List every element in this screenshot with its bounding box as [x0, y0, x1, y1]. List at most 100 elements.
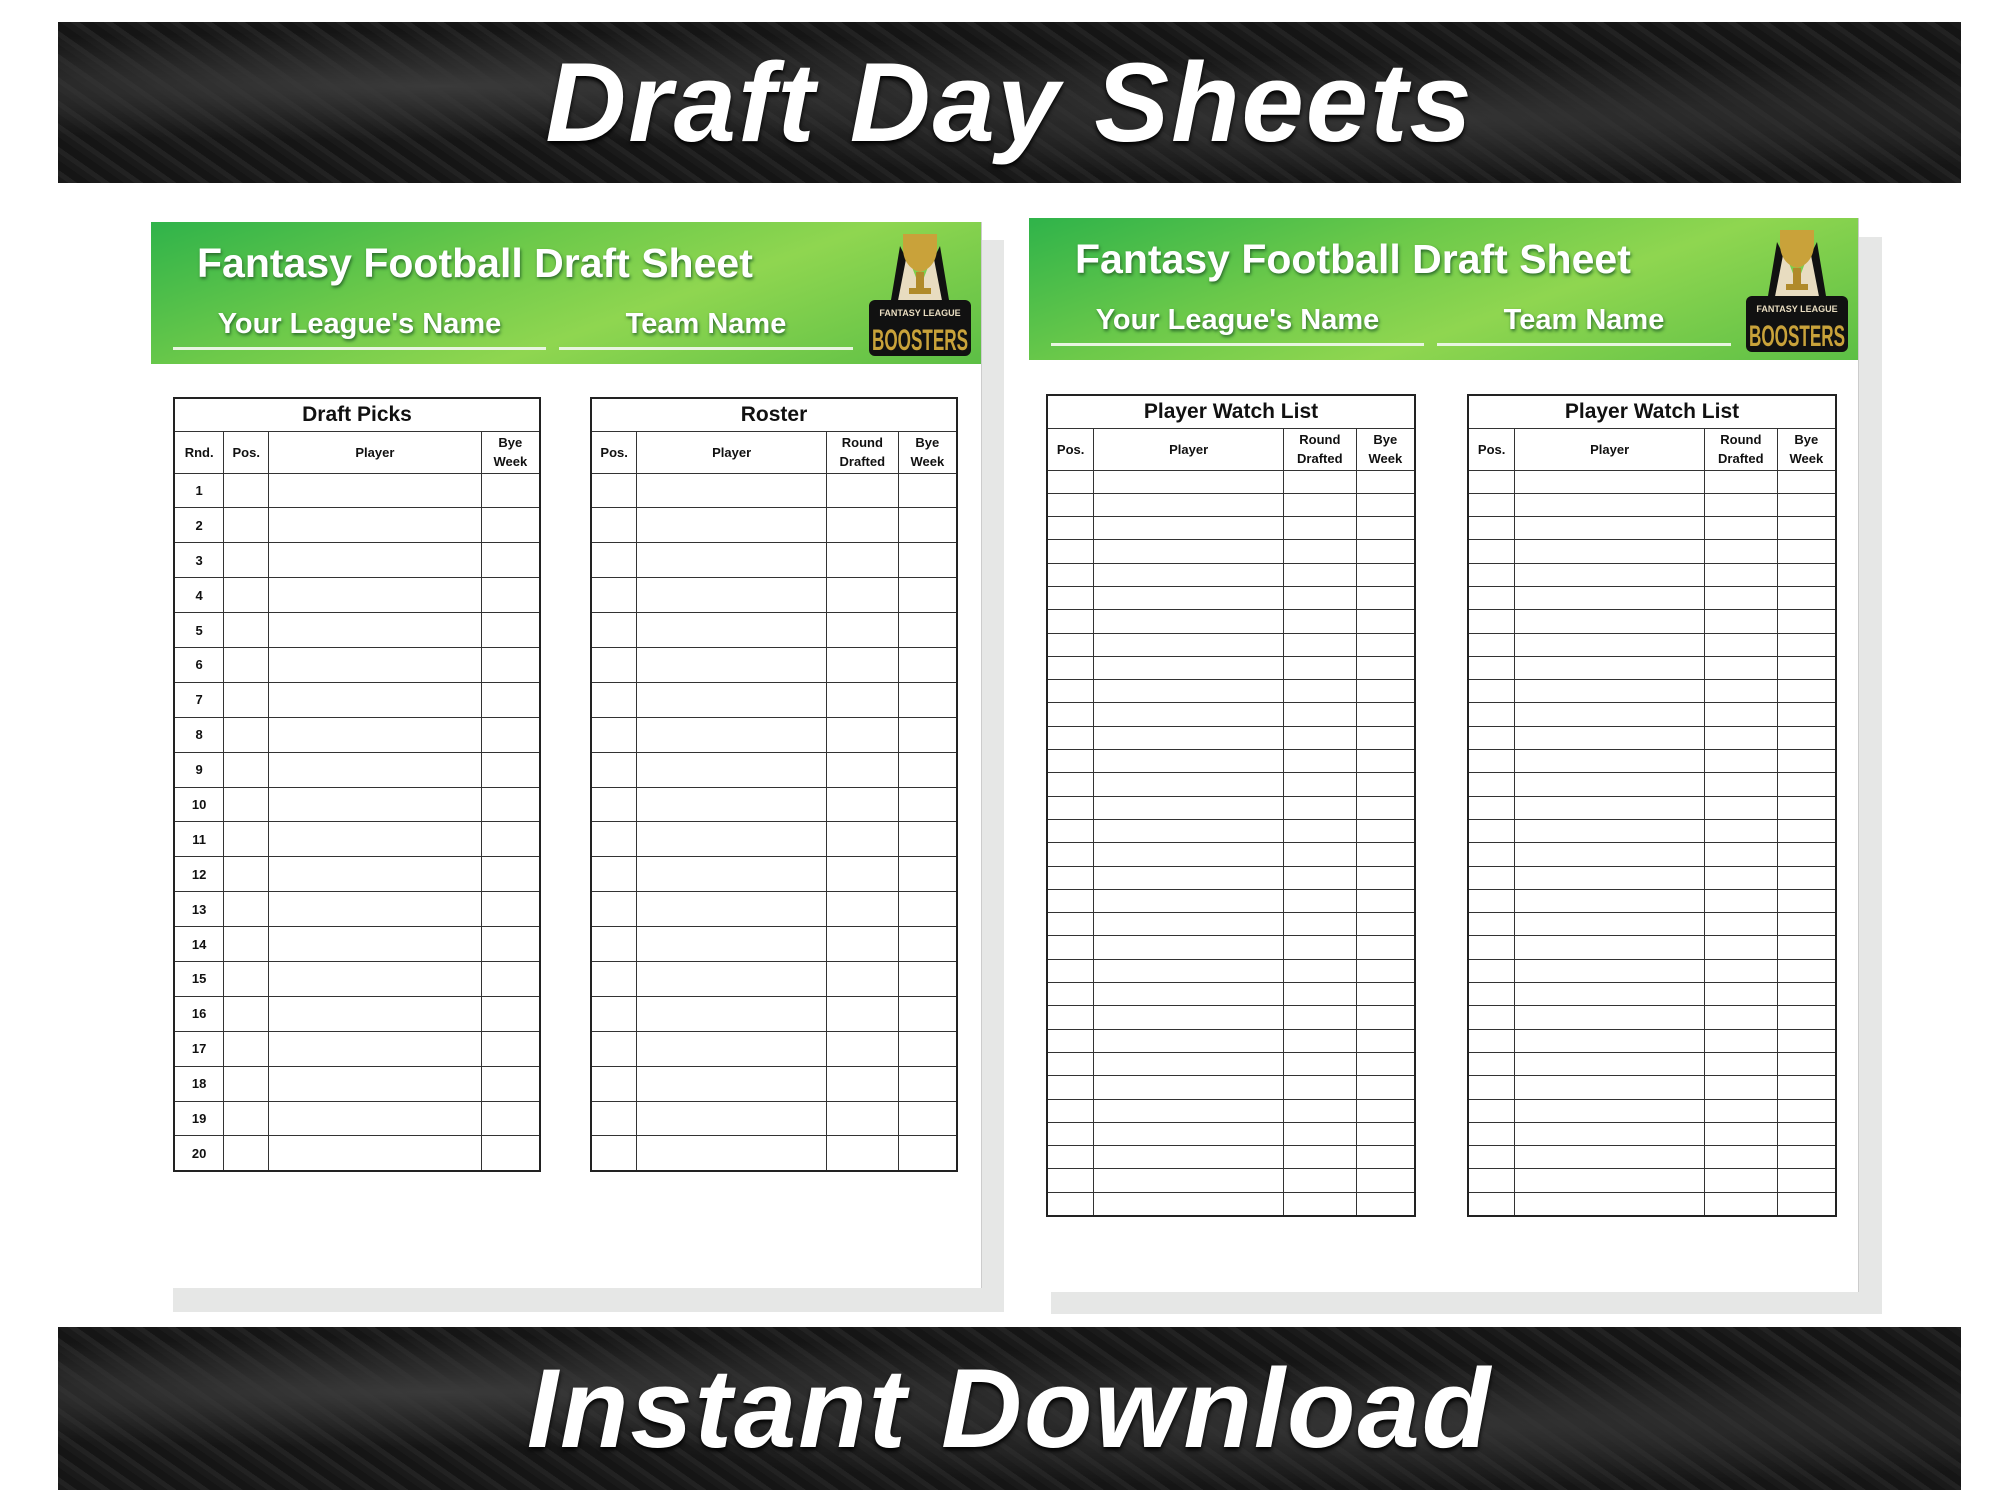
blank-cell[interactable]: [1093, 585, 1284, 611]
blank-cell[interactable]: [590, 995, 638, 1032]
blank-cell[interactable]: [636, 926, 827, 962]
blank-cell[interactable]: [897, 472, 958, 509]
blank-cell[interactable]: [1046, 702, 1095, 727]
blank-cell[interactable]: [1093, 1121, 1284, 1147]
blank-cell[interactable]: [1355, 702, 1416, 727]
blank-cell[interactable]: [1046, 958, 1095, 984]
blank-cell[interactable]: [1514, 469, 1705, 494]
blank-cell[interactable]: [1703, 818, 1778, 844]
blank-cell[interactable]: [1776, 585, 1837, 611]
blank-cell[interactable]: [480, 995, 541, 1032]
blank-cell[interactable]: [1046, 818, 1095, 844]
blank-cell[interactable]: [1467, 539, 1516, 564]
blank-cell[interactable]: [1093, 865, 1284, 890]
blank-cell[interactable]: [636, 1030, 827, 1067]
blank-cell[interactable]: [636, 995, 827, 1032]
blank-cell[interactable]: [825, 751, 899, 788]
blank-cell[interactable]: [897, 1100, 958, 1137]
blank-cell[interactable]: [1776, 516, 1837, 541]
blank-cell[interactable]: [1282, 865, 1357, 890]
blank-cell[interactable]: [1703, 865, 1778, 890]
blank-cell[interactable]: [1355, 982, 1416, 1007]
blank-cell[interactable]: [1093, 912, 1284, 937]
blank-cell[interactable]: [223, 507, 270, 544]
blank-cell[interactable]: [1046, 865, 1095, 890]
blank-cell[interactable]: [1355, 655, 1416, 681]
blank-cell[interactable]: [1514, 1121, 1705, 1147]
blank-cell[interactable]: [1093, 1005, 1284, 1030]
blank-cell[interactable]: [1467, 1121, 1516, 1147]
blank-cell[interactable]: [1046, 935, 1095, 960]
blank-cell[interactable]: [1776, 958, 1837, 984]
blank-cell[interactable]: [223, 646, 270, 683]
blank-cell[interactable]: [1776, 749, 1837, 774]
blank-cell[interactable]: [1282, 1005, 1357, 1030]
blank-cell[interactable]: [1776, 1121, 1837, 1147]
blank-cell[interactable]: [1703, 1028, 1778, 1053]
blank-cell[interactable]: [1355, 609, 1416, 634]
blank-cell[interactable]: [1467, 912, 1516, 937]
blank-cell[interactable]: [1467, 1191, 1516, 1217]
blank-cell[interactable]: [1703, 1005, 1778, 1030]
blank-cell[interactable]: [1046, 1075, 1095, 1100]
blank-cell[interactable]: [1467, 865, 1516, 890]
blank-cell[interactable]: [1282, 702, 1357, 727]
blank-cell[interactable]: [480, 856, 541, 893]
blank-cell[interactable]: [590, 926, 638, 962]
blank-cell[interactable]: [1467, 772, 1516, 797]
blank-cell[interactable]: [480, 926, 541, 962]
blank-cell[interactable]: [1355, 912, 1416, 937]
blank-cell[interactable]: [636, 681, 827, 718]
blank-cell[interactable]: [1355, 1051, 1416, 1077]
blank-cell[interactable]: [1776, 1145, 1837, 1170]
blank-cell[interactable]: [1046, 982, 1095, 1007]
blank-cell[interactable]: [1776, 842, 1837, 867]
blank-cell[interactable]: [1093, 516, 1284, 541]
blank-cell[interactable]: [1514, 562, 1705, 587]
blank-cell[interactable]: [1282, 795, 1357, 820]
blank-cell[interactable]: [223, 891, 270, 928]
blank-cell[interactable]: [1776, 982, 1837, 1007]
blank-cell[interactable]: [268, 646, 482, 683]
blank-cell[interactable]: [1776, 655, 1837, 681]
blank-cell[interactable]: [1703, 539, 1778, 564]
blank-cell[interactable]: [1355, 516, 1416, 541]
blank-cell[interactable]: [1467, 958, 1516, 984]
blank-cell[interactable]: [1355, 818, 1416, 844]
blank-cell[interactable]: [1703, 1191, 1778, 1217]
blank-cell[interactable]: [636, 1135, 827, 1172]
blank-cell[interactable]: [223, 786, 270, 823]
blank-cell[interactable]: [1703, 516, 1778, 541]
blank-cell[interactable]: [1355, 562, 1416, 587]
blank-cell[interactable]: [897, 856, 958, 893]
blank-cell[interactable]: [1093, 958, 1284, 984]
blank-cell[interactable]: [1282, 1051, 1357, 1077]
blank-cell[interactable]: [897, 1135, 958, 1172]
blank-cell[interactable]: [897, 1030, 958, 1067]
blank-cell[interactable]: [636, 786, 827, 823]
blank-cell[interactable]: [1355, 1168, 1416, 1193]
blank-cell[interactable]: [636, 1100, 827, 1137]
blank-cell[interactable]: [1703, 469, 1778, 494]
blank-cell[interactable]: [480, 646, 541, 683]
blank-cell[interactable]: [1467, 679, 1516, 704]
blank-cell[interactable]: [590, 542, 638, 579]
blank-cell[interactable]: [480, 960, 541, 997]
blank-cell[interactable]: [825, 1030, 899, 1067]
blank-cell[interactable]: [1776, 1168, 1837, 1193]
blank-cell[interactable]: [480, 472, 541, 509]
blank-cell[interactable]: [897, 716, 958, 753]
blank-cell[interactable]: [1776, 772, 1837, 797]
blank-cell[interactable]: [1467, 1168, 1516, 1193]
blank-cell[interactable]: [636, 960, 827, 997]
blank-cell[interactable]: [1514, 935, 1705, 960]
blank-cell[interactable]: [1282, 749, 1357, 774]
blank-cell[interactable]: [223, 542, 270, 579]
blank-cell[interactable]: [1703, 702, 1778, 727]
blank-cell[interactable]: [1046, 749, 1095, 774]
blank-cell[interactable]: [1355, 795, 1416, 820]
blank-cell[interactable]: [1467, 609, 1516, 634]
blank-cell[interactable]: [1776, 888, 1837, 914]
blank-cell[interactable]: [1703, 609, 1778, 634]
blank-cell[interactable]: [1514, 1051, 1705, 1077]
